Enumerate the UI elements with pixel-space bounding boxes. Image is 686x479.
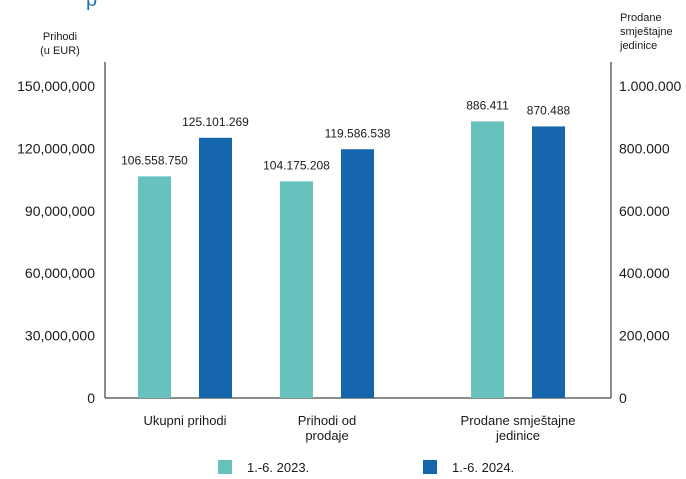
left-tick-label: 0: [87, 390, 95, 406]
data-labels: 106.558.750 125.101.269 104.175.208 119.586…: [121, 98, 570, 172]
category-label: Prihodi od: [298, 413, 357, 428]
right-axis-ticks: 0 200,000 400.000 600.000 800.000 1.000.000: [619, 78, 681, 406]
category-label: Ukupni prihodi: [143, 413, 226, 428]
bar: [280, 181, 313, 398]
right-axis-title-line: smještajne: [620, 26, 673, 38]
right-axis-title-line: jedinice: [619, 40, 657, 52]
right-tick-label: 800.000: [619, 140, 670, 156]
legend-label: 1.-6. 2023.: [247, 460, 309, 475]
chart-title-fragment: p: [86, 0, 97, 11]
data-label: 119.586.538: [325, 126, 391, 140]
right-tick-label: 0: [619, 390, 627, 406]
data-label: 104.175.208: [263, 158, 330, 172]
right-axis-title: Prodane smještajne jedinice: [619, 12, 673, 52]
left-tick-label: 60,000,000: [25, 265, 95, 281]
data-label: 886.411: [466, 98, 509, 112]
left-axis-title-line: (u EUR): [40, 45, 80, 57]
left-tick-label: 90,000,000: [25, 203, 95, 219]
bar: [341, 149, 374, 398]
left-tick-label: 150,000,000: [17, 78, 95, 94]
bar: [471, 121, 504, 399]
left-axis-title: Prihodi (u EUR): [40, 31, 80, 57]
left-axis-title-line: Prihodi: [43, 31, 77, 43]
data-label: 870.488: [527, 103, 571, 117]
left-tick-label: 120,000,000: [17, 140, 95, 156]
right-axis-title-line: Prodane: [620, 12, 662, 24]
bars: [138, 121, 565, 399]
category-label: jedinice: [495, 428, 540, 443]
data-label: 106.558.750: [121, 153, 188, 167]
category-label: Prodane smještajne: [461, 413, 576, 428]
bar: [532, 126, 565, 398]
right-tick-label: 400.000: [619, 265, 670, 281]
right-tick-label: 1.000.000: [619, 78, 681, 94]
legend: 1.-6. 2023. 1.-6. 2024.: [218, 460, 514, 475]
legend-swatch: [423, 460, 437, 474]
left-axis-ticks: 0 30,000,000 60,000,000 90,000,000 120,000,0…: [17, 78, 95, 406]
left-tick-label: 30,000,000: [25, 328, 95, 344]
data-label: 125.101.269: [182, 115, 249, 129]
bar: [199, 137, 232, 398]
bar: [138, 176, 171, 398]
legend-swatch: [218, 460, 232, 474]
legend-label: 1.-6. 2024.: [452, 460, 514, 475]
right-tick-label: 200,000: [619, 328, 670, 344]
category-label: prodaje: [305, 428, 348, 443]
right-tick-label: 600.000: [619, 203, 670, 219]
